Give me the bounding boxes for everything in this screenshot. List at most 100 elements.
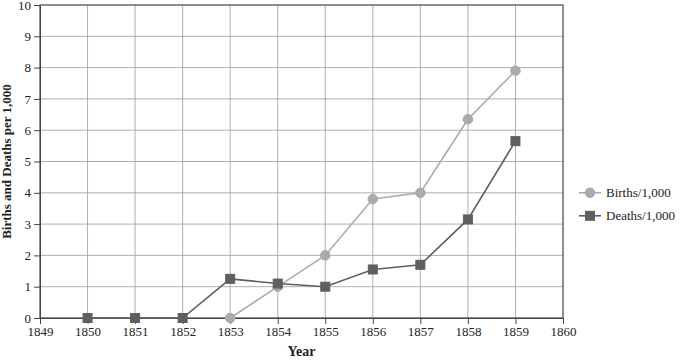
series-group [83,66,520,323]
series-marker [83,314,92,323]
tick-label: 1859 [503,324,529,339]
grid-line [40,98,563,99]
tick: 8 [25,60,41,75]
tick-mark [34,255,40,256]
series-marker [368,194,378,204]
grid-line [40,286,563,287]
tick: 1857 [408,318,435,339]
tick-label: 1851 [123,324,149,339]
tick-mark [34,99,40,100]
tick-label: 9 [25,29,32,44]
tick: 2 [25,248,41,263]
tick-mark [34,5,40,6]
tick: 1854 [265,318,292,339]
tick-mark [34,36,40,37]
tick: 1 [25,279,41,294]
tick-label: 1854 [265,324,292,339]
chart: 1849185018511852185318541855185618571858… [0,0,698,360]
tick-mark [34,162,40,163]
tick-label: 1860 [551,324,577,339]
series-line [88,141,516,318]
grid [40,5,563,318]
legend: Births/1,000 Deaths/1,000 [579,185,675,223]
legend-marker [586,211,595,220]
tick: 4 [25,185,41,200]
grid-line [40,36,563,37]
tick-label: 1857 [408,324,435,339]
series-marker [178,314,187,323]
tick-mark [34,68,40,69]
tick: 1858 [455,318,481,339]
tick: 1849 [28,318,54,339]
grid-line [40,161,563,162]
series-marker [273,279,282,288]
tick-label: 1 [25,279,32,294]
tick: 0 [25,311,41,326]
y-axis: 0 1 2 3 4 5 6 7 8 9 10 [18,0,41,326]
series-line [230,71,515,318]
tick-mark [515,318,516,324]
grid-line [40,67,563,68]
series-marker [320,251,330,261]
series-marker [225,313,235,323]
legend-label: Deaths/1,000 [606,208,675,223]
tick-mark [468,318,469,324]
series-marker [511,66,521,76]
tick-label: 5 [25,154,32,169]
series-marker [321,282,330,291]
tick-label: 1855 [313,324,339,339]
tick-mark [325,318,326,324]
tick-label: 8 [25,60,32,75]
tick: 5 [25,154,41,169]
tick-mark [420,318,421,324]
tick-label: 1850 [75,324,101,339]
legend-label: Births/1,000 [606,185,671,200]
tick: 1859 [503,318,529,339]
tick-mark [278,318,279,324]
axis-line [40,6,41,319]
tick-label: 1856 [360,324,387,339]
legend-marker [585,188,595,198]
tick-mark [34,224,40,225]
tick: 1856 [360,318,387,339]
tick-label: 4 [25,185,32,200]
tick-label: 1858 [455,324,481,339]
tick-mark [34,130,40,131]
tick-label: 7 [25,92,32,107]
grid-line [40,130,563,131]
series-marker [368,265,377,274]
tick-label: 2 [25,248,32,263]
tick-mark [34,193,40,194]
series-marker [226,274,235,283]
tick-label: 6 [25,123,32,138]
tick-label: 1849 [28,324,54,339]
series-marker [463,114,473,124]
tick-label: 1852 [170,324,196,339]
tick-mark [373,318,374,324]
tick-label: 1853 [218,324,244,339]
tick: 7 [25,92,41,107]
tick-mark [563,318,564,324]
tick: 1855 [313,318,339,339]
tick: 10 [18,0,40,13]
y-axis-title: Births and Deaths per 1,000 [0,84,14,239]
tick: 1860 [551,318,577,339]
plot-frame [40,5,563,318]
plot: 1849185018511852185318541855185618571858… [18,0,577,339]
tick-label: 10 [18,0,31,13]
series-marker [416,188,426,198]
grid-line [40,224,563,225]
series-marker [131,314,140,323]
x-axis-title: Year [288,344,316,359]
grid-line [40,255,563,256]
tick-mark [34,287,40,288]
tick: 3 [25,217,41,232]
tick-label: 3 [25,217,32,232]
tick: 6 [25,123,41,138]
tick-label: 0 [25,311,32,326]
tick-mark [34,318,40,319]
series-marker [511,137,520,146]
tick: 9 [25,29,41,44]
series-marker [416,260,425,269]
x-axis: 1849 1850 1851 1852 1853 1854 1855 1856 1857 1858… [28,318,577,339]
